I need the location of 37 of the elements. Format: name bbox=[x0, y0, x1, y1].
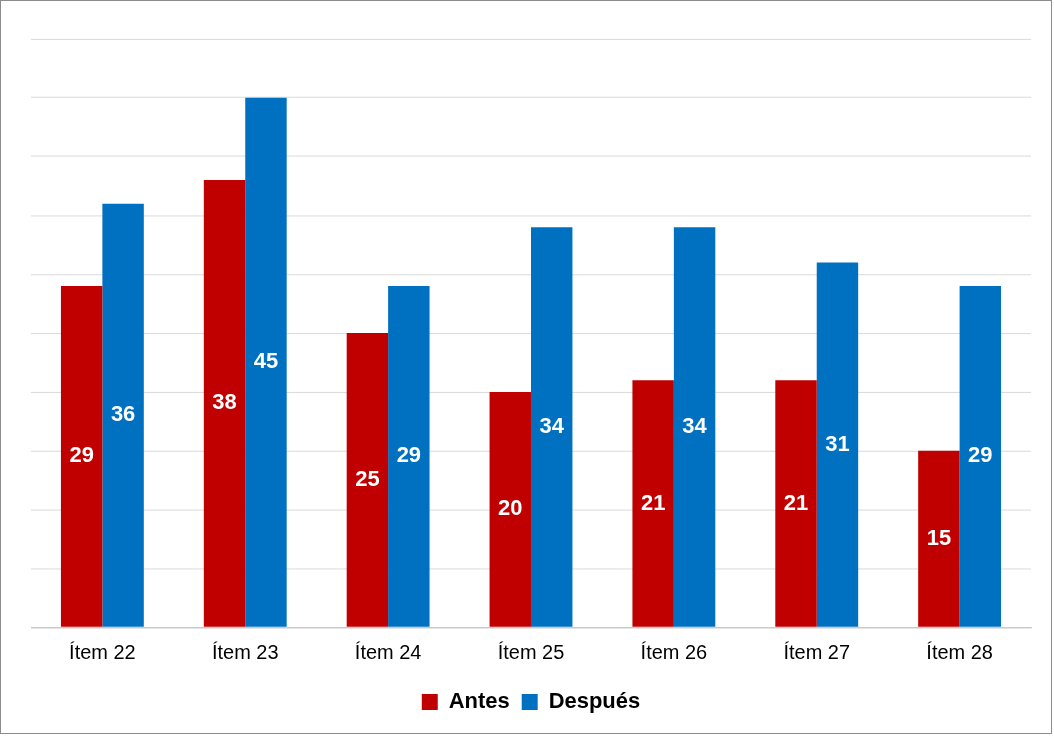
legend-label: Después bbox=[548, 688, 641, 714]
data-label: 36 bbox=[110, 401, 136, 427]
bar bbox=[959, 286, 1002, 627]
data-label: 29 bbox=[968, 442, 993, 468]
data-label: 45 bbox=[253, 348, 279, 374]
bar bbox=[60, 286, 103, 627]
data-label: 21 bbox=[640, 489, 666, 515]
bar bbox=[388, 286, 430, 627]
x-tick-label: Ítem 22 bbox=[69, 640, 136, 663]
data-label: 29 bbox=[69, 442, 94, 468]
data-label: 21 bbox=[783, 489, 809, 515]
data-label: 38 bbox=[212, 389, 237, 415]
bar bbox=[203, 180, 246, 627]
bar bbox=[816, 262, 859, 627]
bar bbox=[346, 333, 389, 627]
bar bbox=[632, 380, 674, 627]
x-tick-label: Ítem 28 bbox=[926, 640, 993, 663]
bar bbox=[918, 450, 960, 627]
data-label: 34 bbox=[682, 413, 708, 439]
data-label: 25 bbox=[355, 466, 380, 491]
x-tick-label: Ítem 23 bbox=[211, 640, 279, 663]
bar bbox=[530, 227, 573, 627]
x-tick-label: Ítem 27 bbox=[783, 640, 850, 663]
data-label: 29 bbox=[396, 442, 422, 468]
bar bbox=[489, 391, 531, 627]
x-tick-label: Ítem 25 bbox=[497, 640, 565, 663]
legend-label: Antes bbox=[448, 688, 510, 714]
bar bbox=[673, 227, 716, 627]
bar bbox=[102, 203, 144, 627]
data-label: 31 bbox=[825, 430, 850, 456]
bar bbox=[245, 97, 287, 627]
x-tick-label: Ítem 24 bbox=[354, 640, 422, 663]
data-label: 34 bbox=[539, 413, 565, 439]
x-tick-label: Ítem 26 bbox=[640, 640, 708, 663]
data-label: 15 bbox=[926, 524, 952, 550]
data-label: 20 bbox=[498, 495, 523, 521]
bar bbox=[775, 380, 817, 627]
